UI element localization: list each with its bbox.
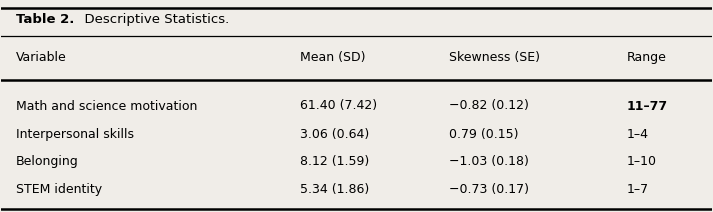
Text: Mean (SD): Mean (SD): [299, 51, 365, 64]
Text: Belonging: Belonging: [16, 155, 78, 168]
Text: 61.40 (7.42): 61.40 (7.42): [299, 99, 376, 113]
Text: 1–10: 1–10: [627, 155, 657, 168]
Text: 3.06 (0.64): 3.06 (0.64): [299, 128, 369, 141]
Text: Math and science motivation: Math and science motivation: [16, 99, 197, 113]
Text: −1.03 (0.18): −1.03 (0.18): [448, 155, 529, 168]
Text: −0.73 (0.17): −0.73 (0.17): [448, 183, 529, 196]
Text: 11–77: 11–77: [627, 99, 667, 113]
Text: Variable: Variable: [16, 51, 66, 64]
Text: Skewness (SE): Skewness (SE): [448, 51, 540, 64]
Text: STEM identity: STEM identity: [16, 183, 102, 196]
Text: 1–4: 1–4: [627, 128, 648, 141]
Text: Descriptive Statistics.: Descriptive Statistics.: [76, 13, 229, 26]
Text: 0.79 (0.15): 0.79 (0.15): [448, 128, 518, 141]
Text: 8.12 (1.59): 8.12 (1.59): [299, 155, 369, 168]
Text: 1–7: 1–7: [627, 183, 649, 196]
Text: Range: Range: [627, 51, 666, 64]
Text: Interpersonal skills: Interpersonal skills: [16, 128, 133, 141]
Text: −0.82 (0.12): −0.82 (0.12): [448, 99, 529, 113]
Text: Table 2.: Table 2.: [16, 13, 74, 26]
Text: 5.34 (1.86): 5.34 (1.86): [299, 183, 369, 196]
